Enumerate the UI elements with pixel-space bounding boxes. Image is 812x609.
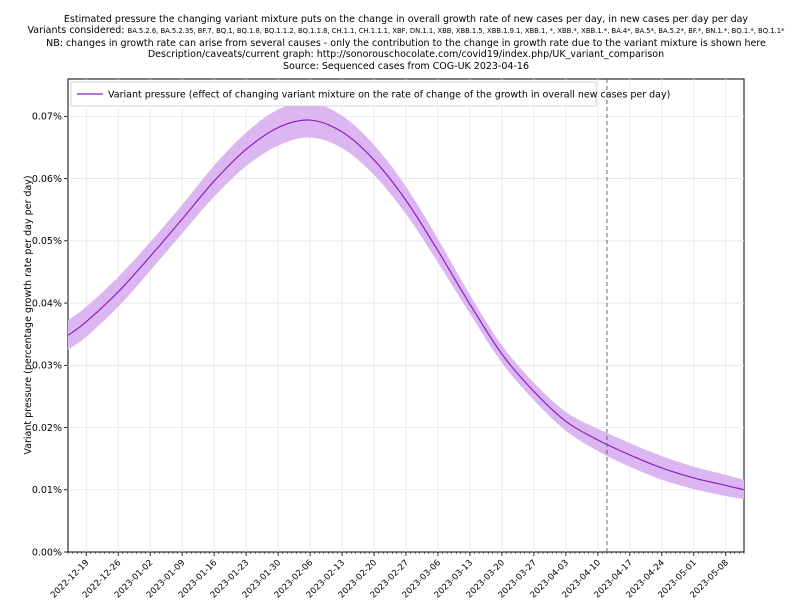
y-tick-label: 0.06% bbox=[32, 174, 62, 185]
chart-source: Source: Sequenced cases from COG-UK 2023… bbox=[282, 60, 529, 72]
y-tick-label: 0.01% bbox=[32, 485, 62, 496]
legend: Variant pressure (effect of changing var… bbox=[70, 81, 670, 107]
y-tick-label: 0.05% bbox=[32, 236, 62, 247]
y-tick-label: 0.07% bbox=[32, 112, 62, 123]
y-tick-label: 0.04% bbox=[32, 298, 62, 309]
y-axis-label: Variant pressure (percentage growth rate… bbox=[23, 175, 34, 454]
chart-header: Estimated pressure the changing variant … bbox=[0, 14, 812, 72]
legend-label: Variant pressure (effect of changing var… bbox=[108, 90, 670, 101]
chart-title: Estimated pressure the changing variant … bbox=[63, 14, 749, 25]
chart-note: NB: changes in growth rate can arise fro… bbox=[46, 37, 766, 49]
series-line bbox=[67, 119, 745, 491]
y-tick-label: 0.02% bbox=[32, 423, 62, 434]
legend-box bbox=[70, 81, 597, 107]
y-tick-label: 0.03% bbox=[32, 361, 62, 372]
series-line-layer bbox=[67, 119, 745, 491]
variants-line: Variants considered: BA.5.2.6, BA.5.2.35… bbox=[0, 25, 812, 37]
y-tick-label: 0.00% bbox=[32, 547, 62, 558]
variants-label: Variants considered: bbox=[27, 25, 125, 37]
variants-list: BA.5.2.6, BA.5.2.35, BF.7, BQ.1, BQ.1.8,… bbox=[127, 27, 785, 36]
chart-description: Description/caveats/current graph: http:… bbox=[147, 49, 665, 61]
